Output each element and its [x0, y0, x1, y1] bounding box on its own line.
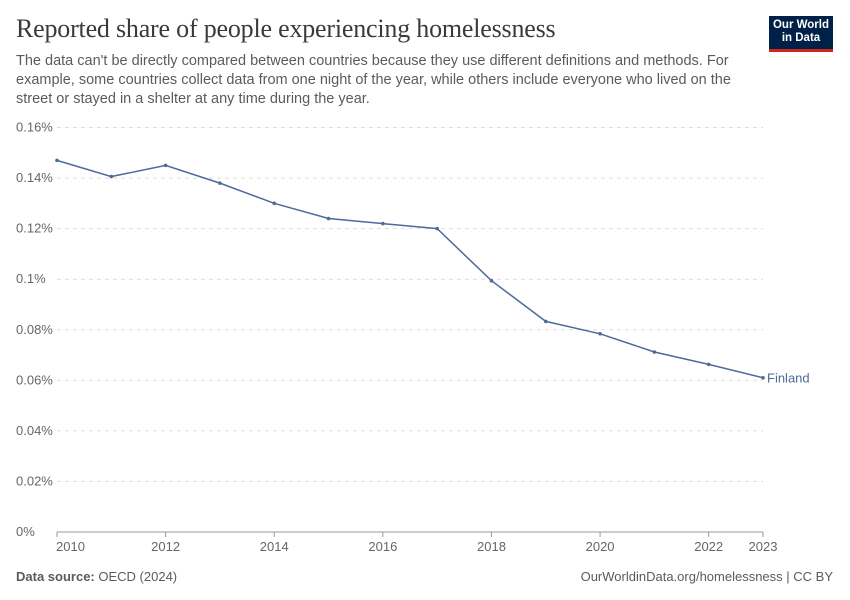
x-tick-label: 2023 — [749, 539, 778, 554]
source-label: Data source: — [16, 569, 95, 584]
data-point — [543, 319, 548, 324]
x-tick-label: 2014 — [260, 539, 289, 554]
y-tick-label: 0.12% — [16, 221, 53, 236]
data-point — [706, 362, 711, 367]
chart-title: Reported share of people experiencing ho… — [16, 14, 556, 43]
data-point — [109, 174, 114, 179]
owid-logo[interactable]: Our World in Data — [769, 16, 833, 52]
x-tick-label: 2016 — [368, 539, 397, 554]
data-point — [435, 226, 439, 231]
data-point — [218, 181, 222, 185]
series-label: Finland — [767, 370, 810, 385]
x-tick-label: 2018 — [477, 539, 506, 554]
data-point — [381, 221, 385, 226]
y-tick-label: 0.14% — [16, 170, 53, 185]
chart-subtitle: The data can't be directly compared betw… — [16, 53, 731, 107]
y-tick-label: 0.16% — [16, 120, 53, 135]
data-point — [326, 216, 331, 221]
x-tick-label: 2022 — [694, 539, 723, 554]
logo-line-2: in Data — [781, 32, 821, 44]
y-tick-label: 0.1% — [16, 271, 46, 286]
data-point — [272, 201, 277, 206]
source-link[interactable]: OECD (2024) — [98, 569, 178, 584]
data-point — [163, 163, 168, 168]
footer-url[interactable]: OurWorldinData.org/homelessness | CC BY — [580, 569, 833, 584]
y-tick-label: 0% — [16, 524, 35, 539]
y-tick-label: 0.06% — [16, 372, 53, 387]
data-point — [761, 375, 765, 380]
x-tick-label: 2010 — [56, 539, 85, 554]
logo-line-1: Our World — [772, 19, 829, 31]
data-point — [598, 331, 602, 336]
data-point — [489, 278, 494, 283]
x-tick-label: 2012 — [151, 539, 180, 554]
y-tick-label: 0.04% — [16, 423, 53, 438]
y-tick-label: 0.02% — [16, 473, 53, 488]
series-line-finland — [56, 159, 764, 379]
x-tick-label: 2020 — [586, 539, 615, 554]
data-point — [55, 158, 59, 163]
data-point — [652, 350, 657, 354]
data-source: Data source: OECD (2024) — [16, 569, 177, 584]
y-tick-label: 0.08% — [16, 322, 53, 337]
